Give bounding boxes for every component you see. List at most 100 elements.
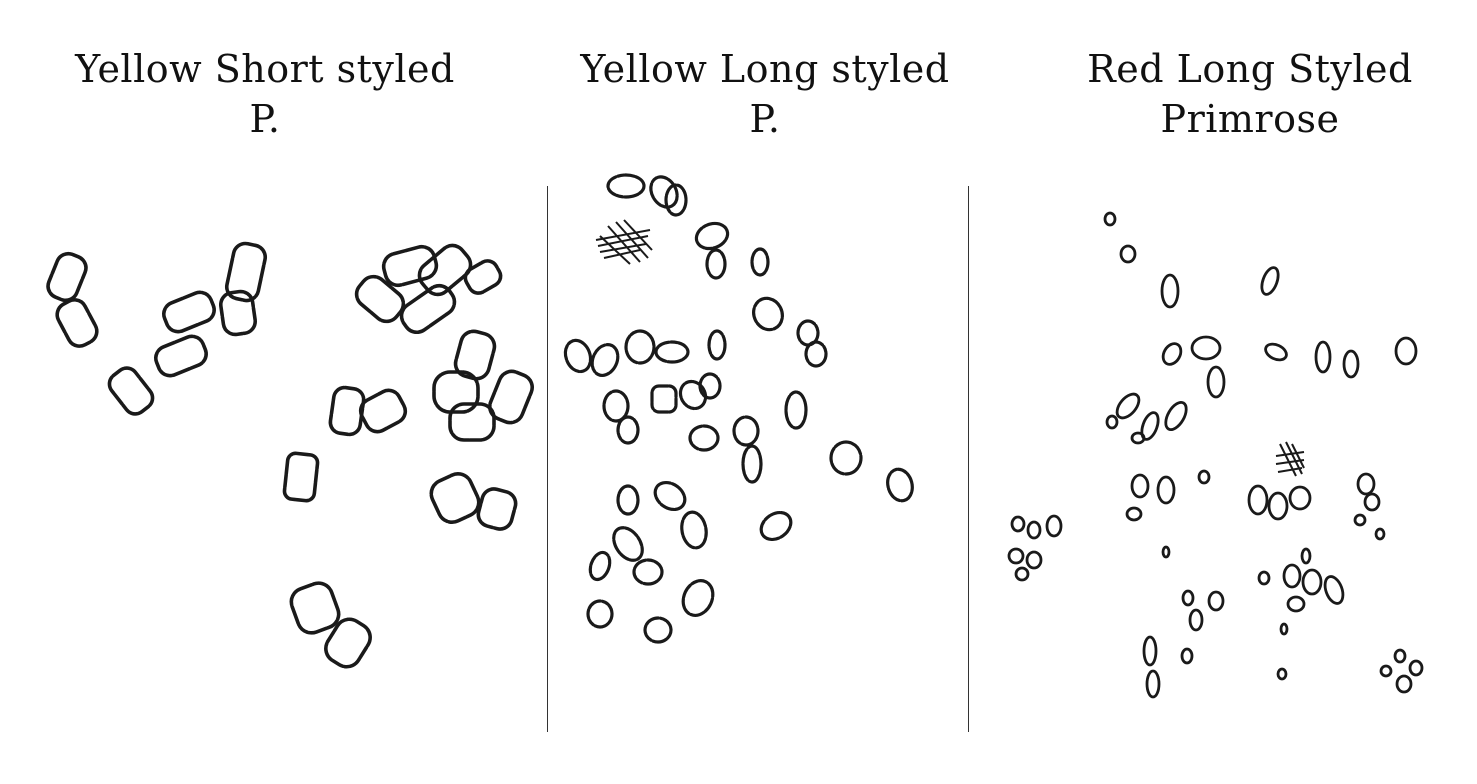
chromosome — [1105, 414, 1119, 430]
chromosome — [1014, 566, 1030, 582]
chromosome — [1282, 563, 1302, 589]
chromosome — [1257, 570, 1271, 586]
chromosome — [1045, 514, 1063, 538]
chromosome — [1160, 273, 1180, 309]
chromosome — [1379, 664, 1393, 678]
chromosome — [829, 440, 863, 476]
chromosome — [688, 424, 720, 452]
chromosome — [1142, 635, 1158, 667]
panel-title-line2: P. — [249, 97, 281, 141]
chromosome — [632, 558, 664, 586]
chromosome — [1314, 340, 1332, 374]
chromosome — [429, 471, 481, 525]
panel-title-line2: Primrose — [1160, 97, 1340, 141]
chromosome-group-yellow-long-styled — [563, 173, 914, 644]
chromosome — [784, 390, 808, 430]
chromosome — [664, 183, 688, 217]
chromosome — [590, 343, 620, 377]
panel-title: Yellow Long styled P. — [540, 44, 990, 144]
chromosome — [1342, 349, 1360, 379]
chromosome — [1356, 472, 1376, 496]
chromosome — [707, 329, 727, 361]
chromosome — [1180, 647, 1194, 665]
chromosome — [616, 415, 640, 445]
chromosome — [463, 259, 503, 295]
chromosome — [750, 247, 770, 277]
panel-divider-right — [968, 186, 969, 732]
chromosome-group-red-long-styled — [1007, 211, 1424, 699]
panel-red-long-styled: Red Long Styled Primrose — [1025, 0, 1475, 784]
chromosome — [698, 372, 722, 400]
chromosome — [680, 510, 708, 550]
panel-title: Red Long Styled Primrose — [1025, 44, 1475, 144]
chromosome — [606, 173, 646, 199]
chromosome — [1103, 211, 1117, 227]
chromosome — [46, 251, 88, 303]
chromosome — [1145, 669, 1161, 699]
chromosome — [358, 388, 408, 434]
chromosome — [1300, 547, 1312, 565]
chromosome — [282, 451, 320, 503]
chromosome — [759, 510, 793, 542]
chromosome — [162, 290, 216, 334]
chromosome — [1025, 550, 1043, 570]
chromosome — [399, 283, 457, 335]
chromosome — [732, 415, 760, 447]
chromosome — [354, 274, 406, 324]
chromosome — [324, 617, 372, 669]
chromosome — [487, 369, 535, 425]
chromosome — [616, 484, 640, 516]
chromosome — [1286, 595, 1306, 613]
chromosome — [381, 244, 439, 288]
chromosome — [1140, 411, 1160, 441]
chromosome — [1181, 589, 1195, 607]
chromosome — [1276, 667, 1288, 681]
chromosome — [476, 487, 518, 531]
chromosome — [432, 370, 480, 414]
chromosome — [1026, 520, 1042, 540]
chromosome — [624, 329, 656, 365]
chromosome — [1408, 659, 1424, 677]
chromosome — [224, 241, 268, 303]
chromosome — [1247, 484, 1269, 516]
chromosome — [1374, 527, 1386, 541]
panel-title-line1: Yellow Long styled — [580, 47, 950, 91]
chromosome — [1267, 491, 1289, 521]
chromosome — [1130, 431, 1146, 445]
chromosome — [1161, 545, 1171, 559]
chromosome — [643, 616, 673, 644]
chromosome — [612, 526, 644, 562]
panel-title: Yellow Short styled P. — [40, 44, 490, 144]
chromosome — [588, 550, 612, 582]
chromosome — [586, 599, 614, 629]
chromosome — [1394, 336, 1418, 366]
chromosome — [1161, 342, 1183, 366]
chromosome — [1301, 568, 1323, 596]
chromosome — [1393, 648, 1407, 664]
chromosome — [653, 480, 687, 512]
chromosome — [1323, 575, 1345, 605]
chromosome — [1288, 485, 1312, 511]
chromosome — [681, 579, 715, 617]
chromosome — [289, 581, 341, 635]
chromosome — [752, 296, 784, 332]
chromosome — [1260, 266, 1280, 296]
panel-title-line1: Red Long Styled — [1087, 47, 1413, 91]
panel-divider-left — [547, 186, 548, 732]
chromosome — [448, 402, 496, 442]
chromosome — [654, 340, 690, 364]
chromosome — [218, 289, 258, 337]
chromosome — [1115, 392, 1141, 420]
nucleolus — [595, 219, 653, 265]
panel-yellow-long-styled: Yellow Long styled P. — [540, 0, 990, 784]
chromosome — [741, 444, 763, 484]
chromosome — [1125, 506, 1143, 522]
panel-title-line1: Yellow Short styled — [75, 47, 455, 91]
chromosome — [1363, 492, 1381, 512]
chromosome — [678, 379, 708, 411]
chromosome-group-yellow-short-styled — [46, 241, 535, 669]
chromosome — [1197, 469, 1211, 485]
chromosome — [650, 384, 678, 414]
chromosome — [649, 175, 679, 209]
